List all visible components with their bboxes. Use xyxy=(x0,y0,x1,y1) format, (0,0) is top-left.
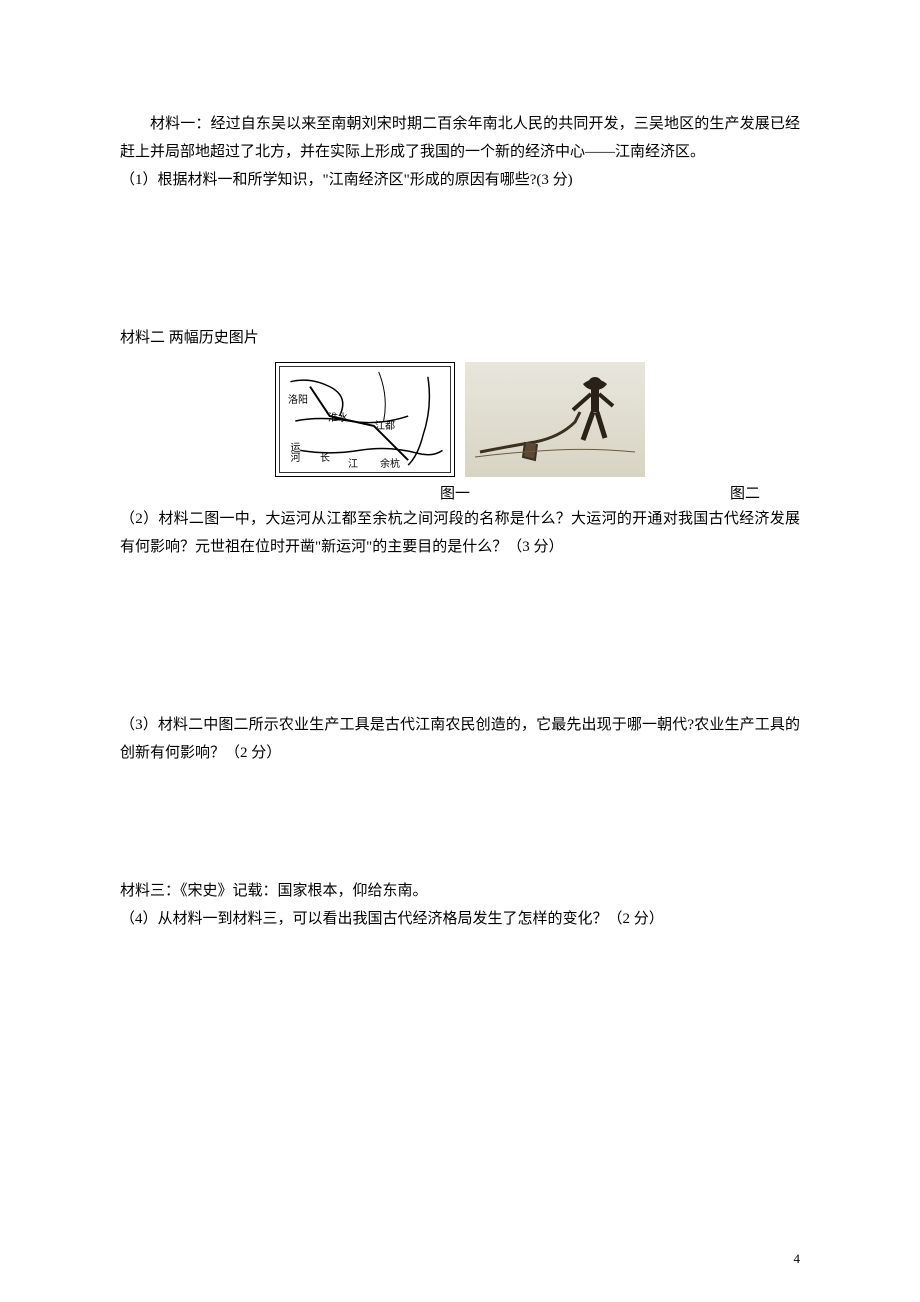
map-label-changjiang: 长 xyxy=(320,449,330,464)
map-label-jiang: 江 xyxy=(348,455,358,470)
map-svg xyxy=(280,367,450,472)
question-3-text: （3）材料二中图二所示农业生产工具是古代江南农民创造的，它最先出现于哪一朝代?农… xyxy=(120,711,800,767)
map-label-jiangdu: 江都 xyxy=(375,417,395,432)
map-label-yuhang: 余杭 xyxy=(380,455,400,470)
material-2-heading: 材料二 两幅历史图片 xyxy=(120,324,800,352)
map-label-huaishui: 淮水 xyxy=(328,409,348,424)
caption-image-1: 图一 xyxy=(440,483,470,505)
answer-space-1 xyxy=(120,194,800,324)
map-image: 洛阳 淮水 江都 长 江 余杭 运河 xyxy=(275,362,455,477)
answer-space-2 xyxy=(120,561,800,711)
caption-image-2: 图二 xyxy=(730,483,760,505)
question-1-text: （1）根据材料一和所学知识，"江南经济区"形成的原因有哪些?(3 分) xyxy=(120,166,800,194)
material-1-text: 材料一：经过自东吴以来至南朝刘宋时期二百余年南北人民的共同开发，三吴地区的生产发… xyxy=(120,110,800,166)
map-inner-border: 洛阳 淮水 江都 长 江 余杭 运河 xyxy=(279,366,451,473)
farmer-image xyxy=(465,362,645,477)
page-number: 4 xyxy=(794,1251,801,1267)
answer-space-3 xyxy=(120,767,800,877)
question-2-text: （2）材料二图一中，大运河从江都至余杭之间河段的名称是什么？大运河的开通对我国古… xyxy=(120,505,800,561)
images-container: 洛阳 淮水 江都 长 江 余杭 运河 xyxy=(120,362,800,477)
farmer-svg xyxy=(465,362,645,477)
map-label-yunhe: 运河 xyxy=(286,442,301,462)
material-3-text: 材料三：《宋史》记载：国家根本，仰给东南。 xyxy=(120,877,800,905)
image-captions: 图一 图二 xyxy=(120,483,800,505)
question-4-text: （4）从材料一到材料三，可以看出我国古代经济格局发生了怎样的变化？（2 分） xyxy=(120,905,800,933)
map-label-luoyang: 洛阳 xyxy=(288,391,308,406)
